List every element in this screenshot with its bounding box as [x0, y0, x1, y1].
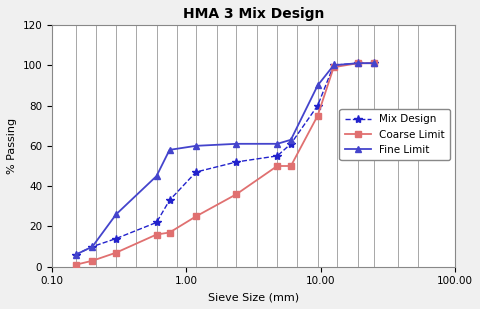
Mix Design [193, 170, 199, 174]
Mix Design [154, 221, 159, 224]
Coarse Limit [288, 164, 294, 168]
Fine Limit [288, 138, 294, 142]
Coarse Limit [372, 61, 377, 65]
Fine Limit [372, 61, 377, 65]
Mix Design [331, 63, 336, 67]
Coarse Limit [154, 233, 159, 236]
Mix Design [288, 142, 294, 146]
Line: Fine Limit: Fine Limit [72, 60, 378, 258]
Fine Limit [315, 83, 321, 87]
Coarse Limit [113, 251, 119, 255]
Coarse Limit [355, 61, 361, 65]
Coarse Limit [193, 214, 199, 218]
Fine Limit [355, 61, 361, 65]
Fine Limit [154, 174, 159, 178]
Legend: Mix Design, Coarse Limit, Fine Limit: Mix Design, Coarse Limit, Fine Limit [339, 109, 450, 160]
Mix Design [372, 61, 377, 65]
Title: HMA 3 Mix Design: HMA 3 Mix Design [183, 7, 324, 21]
Line: Coarse Limit: Coarse Limit [72, 60, 378, 268]
Coarse Limit [167, 231, 172, 234]
Fine Limit [331, 63, 336, 67]
Line: Mix Design: Mix Design [72, 59, 378, 259]
Coarse Limit [234, 193, 240, 196]
Mix Design [113, 237, 119, 240]
Mix Design [315, 104, 321, 107]
Y-axis label: % Passing: % Passing [7, 118, 17, 174]
Fine Limit [275, 142, 280, 146]
Coarse Limit [315, 114, 321, 117]
Fine Limit [90, 245, 96, 248]
Fine Limit [73, 253, 79, 256]
Mix Design [90, 245, 96, 248]
X-axis label: Sieve Size (mm): Sieve Size (mm) [208, 292, 299, 302]
Fine Limit [113, 213, 119, 216]
Coarse Limit [275, 164, 280, 168]
Coarse Limit [331, 66, 336, 69]
Mix Design [275, 154, 280, 158]
Fine Limit [193, 144, 199, 148]
Mix Design [234, 160, 240, 164]
Coarse Limit [73, 263, 79, 267]
Mix Design [73, 253, 79, 256]
Mix Design [355, 61, 361, 65]
Coarse Limit [90, 259, 96, 263]
Mix Design [167, 198, 172, 202]
Fine Limit [167, 148, 172, 152]
Fine Limit [234, 142, 240, 146]
